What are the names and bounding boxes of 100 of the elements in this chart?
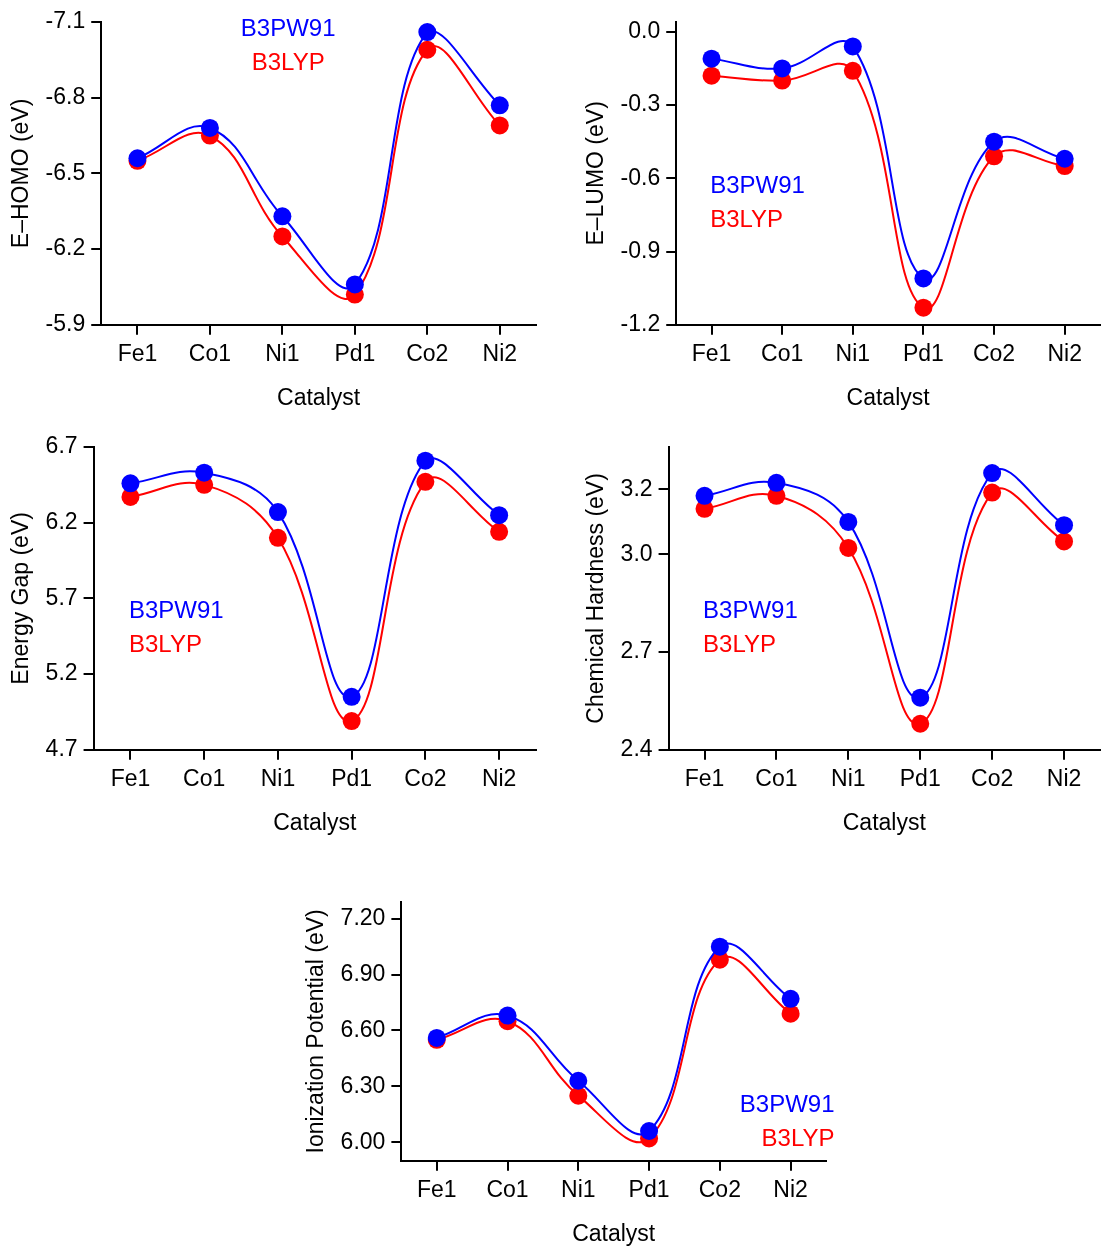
x-tick-label: Ni2 xyxy=(482,339,518,366)
x-tick-label: Ni1 xyxy=(265,339,300,366)
point xyxy=(767,473,786,492)
point xyxy=(273,227,292,246)
y-tick-label: -6.5 xyxy=(45,158,86,185)
point xyxy=(843,37,862,56)
point xyxy=(268,503,287,522)
x-tick-label: Co1 xyxy=(755,764,798,791)
x-tick-label: Fe1 xyxy=(117,339,158,366)
point xyxy=(911,688,930,707)
point xyxy=(702,49,721,68)
point xyxy=(985,132,1004,151)
y-tick-label: 6.60 xyxy=(340,1015,386,1042)
point xyxy=(702,66,721,85)
x-tick-label: Ni1 xyxy=(260,764,296,791)
point xyxy=(914,298,933,317)
x-tick-label: Co1 xyxy=(188,339,232,366)
point xyxy=(914,269,933,288)
point xyxy=(781,1004,800,1023)
y-axis-title: Chemical Hardness (eV) xyxy=(582,473,609,724)
text: B3PW91 xyxy=(128,596,224,624)
x-tick-label: Co1 xyxy=(486,1175,529,1202)
y-tick-label: -0.9 xyxy=(620,236,661,263)
y-tick-label: 5.7 xyxy=(45,583,78,610)
point xyxy=(342,712,361,731)
point xyxy=(1055,516,1074,535)
y-tick-label: 3.0 xyxy=(620,539,653,566)
x-axis-title: Catalyst xyxy=(572,1219,656,1246)
y-tick-label: 2.7 xyxy=(620,637,653,664)
point xyxy=(640,1122,659,1141)
text: B3PW91 xyxy=(710,171,805,199)
point xyxy=(839,538,858,557)
text: B3PW91 xyxy=(703,596,798,624)
x-tick-label: Co2 xyxy=(698,1175,741,1202)
point xyxy=(1055,149,1074,168)
y-axis-title: Ionization Potential (eV) xyxy=(302,909,329,1154)
point xyxy=(983,464,1002,483)
x-tick-label: Co2 xyxy=(972,339,1016,366)
x-tick-label: Pd1 xyxy=(628,1175,670,1202)
x-tick-label: Fe1 xyxy=(684,764,725,791)
x-tick-label: Ni1 xyxy=(831,764,866,791)
x-tick-label: Co2 xyxy=(404,764,447,791)
point xyxy=(345,275,364,294)
point xyxy=(268,528,287,547)
y-tick-label: 3.2 xyxy=(620,474,653,501)
y-tick-label: -6.2 xyxy=(45,234,86,261)
y-tick-label: 6.00 xyxy=(340,1127,386,1154)
point xyxy=(695,486,714,505)
point xyxy=(416,472,435,491)
y-axis-title: E–HOMO (eV) xyxy=(7,98,34,249)
point xyxy=(1055,532,1074,551)
point xyxy=(418,40,437,59)
point xyxy=(195,463,214,482)
x-tick-label: Ni2 xyxy=(1047,339,1082,366)
y-tick-label: 5.2 xyxy=(45,659,78,686)
y-axis-title: Energy Gap (eV) xyxy=(7,512,34,685)
y-tick-label: -0.3 xyxy=(620,90,661,117)
x-axis-title: Catalyst xyxy=(277,383,361,410)
x-tick-label: Co1 xyxy=(761,339,804,366)
point xyxy=(342,687,361,706)
text: B3LYP xyxy=(761,1123,835,1151)
point xyxy=(781,989,800,1008)
x-tick-label: Ni2 xyxy=(481,764,517,791)
y-tick-label: 4.7 xyxy=(45,735,78,762)
point xyxy=(490,96,509,115)
y-tick-label: 6.90 xyxy=(340,959,386,986)
x-tick-label: Ni2 xyxy=(1046,764,1082,791)
text: B3PW91 xyxy=(240,13,336,41)
x-tick-label: Ni1 xyxy=(835,339,871,366)
point xyxy=(121,474,140,493)
x-tick-label: Ni2 xyxy=(773,1175,808,1202)
point xyxy=(569,1071,588,1090)
point xyxy=(490,522,509,541)
text: B3LYP xyxy=(251,47,325,75)
text: B3LYP xyxy=(128,630,202,658)
x-tick-label: Fe1 xyxy=(110,764,151,791)
point xyxy=(773,59,792,78)
x-tick-label: Pd1 xyxy=(902,339,944,366)
x-tick-label: Pd1 xyxy=(899,764,941,791)
point xyxy=(418,23,437,42)
y-tick-label: 7.20 xyxy=(340,904,386,931)
point xyxy=(498,1006,517,1025)
x-axis-title: Catalyst xyxy=(846,383,931,410)
point xyxy=(839,512,858,531)
y-tick-label: 2.4 xyxy=(620,735,653,762)
point xyxy=(490,116,509,135)
y-tick-label: -5.9 xyxy=(45,310,86,337)
y-tick-label: 6.30 xyxy=(340,1071,386,1098)
text: B3LYP xyxy=(703,630,777,658)
x-tick-label: Co2 xyxy=(406,339,449,366)
x-axis-title: Catalyst xyxy=(273,808,357,835)
text: B3LYP xyxy=(710,205,784,233)
point xyxy=(911,714,930,733)
text: B3PW91 xyxy=(739,1089,835,1117)
y-tick-label: 6.2 xyxy=(45,508,78,535)
point xyxy=(416,451,435,470)
point xyxy=(710,937,729,956)
x-tick-label: Pd1 xyxy=(331,764,373,791)
point xyxy=(983,483,1002,502)
x-tick-label: Co2 xyxy=(971,764,1014,791)
